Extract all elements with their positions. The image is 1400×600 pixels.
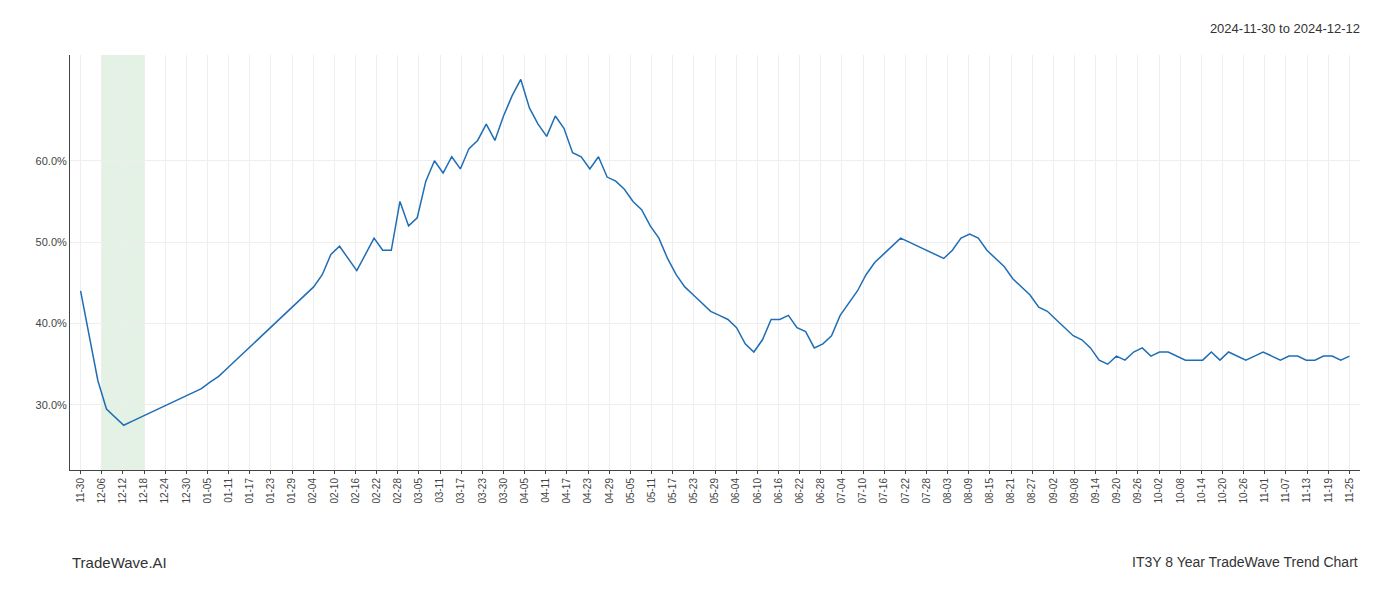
svg-text:12-18: 12-18 — [138, 478, 149, 504]
svg-text:10-08: 10-08 — [1175, 478, 1186, 504]
svg-text:05-23: 05-23 — [688, 478, 699, 504]
svg-text:07-22: 07-22 — [900, 478, 911, 504]
svg-text:01-29: 01-29 — [286, 478, 297, 504]
svg-text:IT3Y 8 Year TradeWave Trend Ch: IT3Y 8 Year TradeWave Trend Chart — [1132, 554, 1358, 570]
svg-text:07-28: 07-28 — [921, 478, 932, 504]
svg-text:11-25: 11-25 — [1344, 478, 1355, 503]
svg-text:02-22: 02-22 — [371, 478, 382, 504]
svg-text:09-26: 09-26 — [1132, 478, 1143, 504]
svg-text:10-14: 10-14 — [1196, 478, 1207, 504]
svg-text:08-09: 08-09 — [963, 478, 974, 504]
svg-text:11-19: 11-19 — [1323, 478, 1334, 503]
svg-text:05-05: 05-05 — [625, 478, 636, 504]
svg-text:08-27: 08-27 — [1026, 478, 1037, 504]
svg-text:05-11: 05-11 — [646, 478, 657, 503]
svg-text:01-11: 01-11 — [223, 478, 234, 503]
svg-text:09-08: 09-08 — [1069, 478, 1080, 504]
svg-text:02-10: 02-10 — [329, 478, 340, 504]
svg-text:09-14: 09-14 — [1090, 478, 1101, 504]
svg-text:10-02: 10-02 — [1153, 478, 1164, 504]
svg-text:03-05: 03-05 — [413, 478, 424, 504]
svg-text:12-12: 12-12 — [117, 478, 128, 504]
svg-text:30.0%: 30.0% — [36, 399, 67, 411]
svg-text:12-06: 12-06 — [96, 478, 107, 504]
svg-text:07-16: 07-16 — [878, 478, 889, 504]
svg-text:03-30: 03-30 — [498, 478, 509, 504]
svg-text:06-10: 06-10 — [752, 478, 763, 504]
svg-text:11-01: 11-01 — [1259, 478, 1270, 503]
svg-text:03-17: 03-17 — [455, 478, 466, 504]
svg-text:04-23: 04-23 — [582, 478, 593, 504]
svg-text:02-04: 02-04 — [307, 478, 318, 504]
svg-text:04-29: 04-29 — [604, 478, 615, 504]
svg-text:08-15: 08-15 — [984, 478, 995, 504]
svg-text:05-29: 05-29 — [709, 478, 720, 504]
svg-text:09-20: 09-20 — [1111, 478, 1122, 504]
svg-text:11-13: 11-13 — [1301, 478, 1312, 503]
svg-text:12-24: 12-24 — [159, 478, 170, 504]
svg-text:10-20: 10-20 — [1217, 478, 1228, 504]
svg-text:12-30: 12-30 — [181, 478, 192, 504]
svg-text:2024-11-30 to 2024-12-12: 2024-11-30 to 2024-12-12 — [1210, 21, 1360, 36]
svg-text:06-04: 06-04 — [730, 478, 741, 504]
svg-text:04-11: 04-11 — [540, 478, 551, 503]
svg-text:09-02: 09-02 — [1048, 478, 1059, 504]
svg-text:01-17: 01-17 — [244, 478, 255, 504]
svg-text:01-23: 01-23 — [265, 478, 276, 504]
svg-text:03-11: 03-11 — [434, 478, 445, 503]
svg-text:03-23: 03-23 — [477, 478, 488, 504]
svg-text:60.0%: 60.0% — [36, 155, 67, 167]
svg-text:40.0%: 40.0% — [36, 317, 67, 329]
svg-text:50.0%: 50.0% — [36, 236, 67, 248]
svg-text:02-28: 02-28 — [392, 478, 403, 504]
svg-text:11-30: 11-30 — [75, 478, 86, 503]
svg-text:04-17: 04-17 — [561, 478, 572, 504]
svg-text:11-07: 11-07 — [1280, 478, 1291, 503]
svg-text:01-05: 01-05 — [202, 478, 213, 504]
svg-text:02-16: 02-16 — [350, 478, 361, 504]
svg-text:04-05: 04-05 — [519, 478, 530, 504]
svg-text:10-26: 10-26 — [1238, 478, 1249, 504]
svg-text:06-16: 06-16 — [773, 478, 784, 504]
svg-text:07-10: 07-10 — [857, 478, 868, 504]
svg-text:05-17: 05-17 — [667, 478, 678, 504]
svg-text:TradeWave.AI: TradeWave.AI — [72, 554, 167, 571]
svg-text:08-21: 08-21 — [1005, 478, 1016, 504]
svg-text:06-22: 06-22 — [794, 478, 805, 504]
svg-text:07-04: 07-04 — [836, 478, 847, 504]
svg-text:06-28: 06-28 — [815, 478, 826, 504]
svg-text:08-03: 08-03 — [942, 478, 953, 504]
